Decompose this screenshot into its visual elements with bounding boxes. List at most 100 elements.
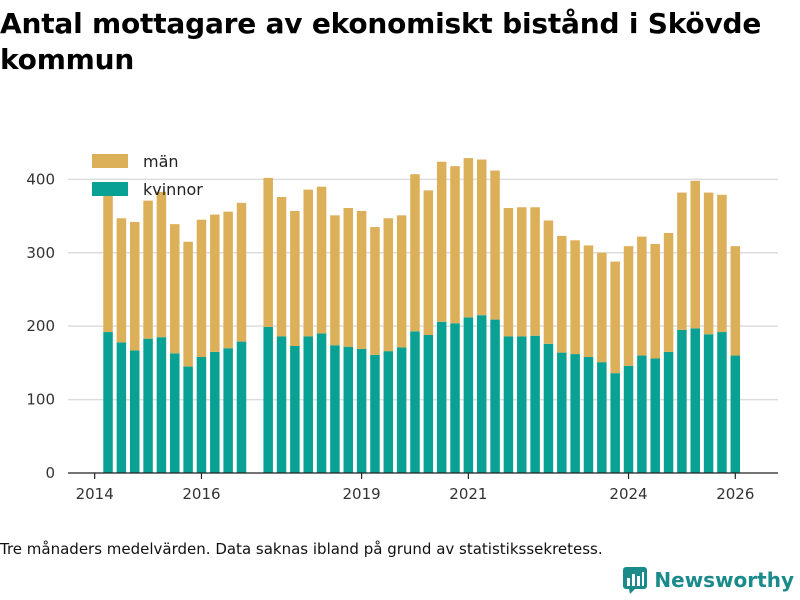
bar-kvinnor xyxy=(383,351,394,473)
bar-kvinnor xyxy=(116,342,127,473)
bar-man xyxy=(330,215,340,346)
footnote: Tre månaders medelvärden. Data saknas ib… xyxy=(0,540,603,558)
bar-kvinnor xyxy=(503,336,514,473)
bar-kvinnor xyxy=(637,355,647,473)
bar-kvinnor xyxy=(517,336,527,473)
bar-kvinnor xyxy=(423,334,434,473)
bar-man xyxy=(583,245,594,358)
bar-man xyxy=(129,221,140,351)
bar-man xyxy=(103,192,113,333)
bar-kvinnor xyxy=(583,357,594,473)
bar-kvinnor xyxy=(183,366,193,473)
bar-man xyxy=(183,241,193,367)
bar-kvinnor xyxy=(263,326,273,473)
legend-label-man: män xyxy=(143,152,179,171)
bar-kvinnor xyxy=(717,332,727,473)
bar-man xyxy=(677,192,687,330)
y-tick-label: 200 xyxy=(26,317,55,335)
bar-man xyxy=(517,207,527,337)
bar-kvinnor xyxy=(650,358,660,473)
bar-man xyxy=(530,207,540,336)
x-tick-label: 2026 xyxy=(716,485,754,503)
bar-kvinnor xyxy=(557,352,567,473)
bar-kvinnor xyxy=(343,346,354,473)
bar-kvinnor xyxy=(396,347,407,473)
bar-man xyxy=(316,186,327,334)
y-tick-label: 400 xyxy=(26,170,55,188)
bar-man xyxy=(476,159,487,316)
axes: 0 100 200 300 400 2014 2016 2019 2021 2024 2026 xyxy=(26,170,778,503)
bar-kvinnor xyxy=(290,346,300,473)
bar-man xyxy=(383,218,394,352)
x-tick-label: 2019 xyxy=(343,485,381,503)
bar-kvinnor xyxy=(196,357,207,473)
bar-man xyxy=(276,196,287,337)
bar-man xyxy=(370,227,380,355)
bar-kvinnor xyxy=(703,334,714,473)
bar-kvinnor xyxy=(103,332,113,473)
x-tick-label: 2016 xyxy=(182,485,220,503)
legend-swatch-man xyxy=(92,154,128,168)
bar-man xyxy=(170,224,180,354)
bar-kvinnor xyxy=(570,354,580,473)
bar-man xyxy=(223,211,233,349)
x-tick-label: 2014 xyxy=(76,485,114,503)
bar-man xyxy=(423,190,434,335)
bar-man xyxy=(730,246,741,356)
bar-kvinnor xyxy=(476,315,487,473)
bar-man xyxy=(690,180,701,329)
bar-kvinnor xyxy=(490,319,500,473)
bar-man xyxy=(290,210,300,347)
bar-man xyxy=(450,166,460,324)
bar-man xyxy=(597,252,607,363)
bars xyxy=(103,158,741,473)
bar-kvinnor xyxy=(143,338,153,473)
bar-man xyxy=(543,220,554,344)
bar-man xyxy=(263,177,273,327)
bar-man xyxy=(156,191,167,338)
bar-kvinnor xyxy=(170,353,180,473)
x-tick-label: 2024 xyxy=(609,485,647,503)
bar-kvinnor xyxy=(156,337,167,473)
bar-man xyxy=(557,235,567,353)
chart: 0 100 200 300 400 2014 2016 2019 2021 2024 2026 mä… xyxy=(26,152,778,503)
bar-man xyxy=(196,219,207,358)
bar-man xyxy=(210,214,220,352)
bar-man xyxy=(650,243,660,359)
bar-man xyxy=(463,158,474,318)
bar-man xyxy=(410,174,420,332)
y-tick-label: 0 xyxy=(45,464,55,482)
bar-man xyxy=(436,161,447,322)
bar-kvinnor xyxy=(450,323,460,473)
brand-name: Newsworthy xyxy=(654,568,794,592)
bar-man xyxy=(116,218,127,343)
bar-kvinnor xyxy=(463,317,474,473)
legend: män kvinnor xyxy=(92,152,203,199)
bar-man xyxy=(703,192,714,335)
bar-kvinnor xyxy=(663,351,674,473)
y-tick-label: 300 xyxy=(26,244,55,262)
legend-swatch-kvinnor xyxy=(92,182,128,196)
bar-kvinnor xyxy=(236,341,247,473)
bar-man xyxy=(623,246,634,366)
y-tick-label: 100 xyxy=(26,391,55,409)
bar-man xyxy=(343,207,354,347)
bar-kvinnor xyxy=(623,365,634,473)
bar-kvinnor xyxy=(276,336,287,473)
bar-kvinnor xyxy=(316,333,327,473)
bar-kvinnor xyxy=(356,348,367,473)
bar-man xyxy=(356,210,367,349)
bar-kvinnor xyxy=(129,350,140,473)
bar-man xyxy=(143,200,153,339)
bar-man xyxy=(503,207,514,337)
bar-man xyxy=(570,240,580,355)
bar-kvinnor xyxy=(597,362,607,473)
bar-kvinnor xyxy=(210,351,220,473)
bar-man xyxy=(396,215,407,348)
bar-man xyxy=(236,202,247,342)
newsworthy-logo-icon xyxy=(623,567,648,594)
brand-logo[interactable]: Newsworthy xyxy=(622,566,794,594)
bar-kvinnor xyxy=(436,321,447,473)
bar-kvinnor xyxy=(543,343,554,473)
chart-title: Antal mottagare av ekonomiskt bistånd i … xyxy=(0,7,762,76)
